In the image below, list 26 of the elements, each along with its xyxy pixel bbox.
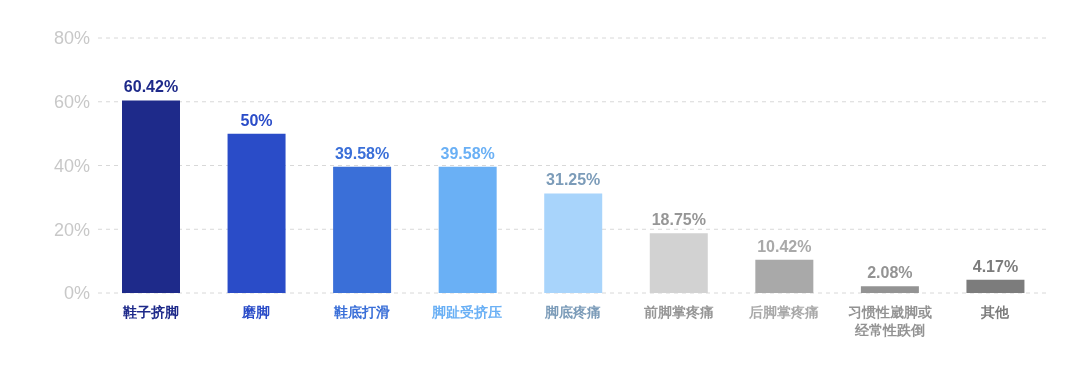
x-tick-label: 脚底疼痛 (544, 304, 601, 320)
data-label: 39.58% (440, 144, 495, 162)
data-label: 60.42% (123, 78, 179, 96)
bar (333, 166, 392, 293)
x-tick-label: 前脚掌疼痛 (642, 304, 714, 320)
bar (122, 100, 180, 293)
data-label: 31.25% (546, 171, 601, 189)
data-label: 18.75% (651, 211, 706, 229)
x-tick-label: 鞋子挤脚 (121, 304, 179, 320)
bar (860, 286, 919, 293)
x-tick-label: 鞋底打滑 (332, 304, 390, 320)
bar (755, 259, 814, 293)
x-tick-label: 其他 (980, 304, 1011, 320)
x-tick-label: 磨脚 (241, 304, 271, 320)
data-label: 4.17% (972, 257, 1019, 275)
x-tick-label: 脚趾受挤压 (431, 304, 503, 320)
bar (227, 133, 286, 293)
bar (438, 166, 497, 293)
x-tick-label: 后脚掌疼痛 (748, 304, 820, 320)
data-label: 39.58% (334, 144, 390, 162)
bar (966, 279, 1025, 293)
x-tick-label: 习惯性崴脚或经常性跌倒 (847, 304, 932, 338)
data-label: 50% (240, 111, 273, 129)
data-label: 10.42% (757, 237, 812, 255)
bar (544, 193, 603, 293)
data-label: 2.08% (867, 264, 913, 282)
